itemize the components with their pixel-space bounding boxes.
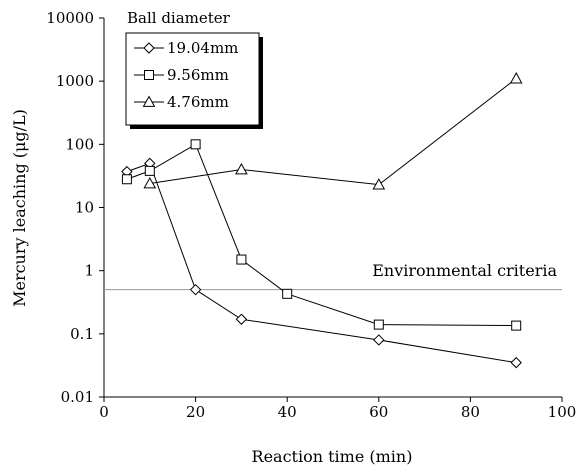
legend-marker <box>143 42 155 54</box>
y-tick-label: 0.01 <box>61 388 94 406</box>
data-point <box>373 319 384 330</box>
data-point <box>121 174 132 185</box>
legend-label: 9.56mm <box>167 66 229 84</box>
series-line-3 <box>149 78 517 186</box>
plot-area: 0 20 40 60 80 100 0.01 0.1 1 10 100 1000 10000 <box>46 9 576 421</box>
data-point <box>511 320 522 331</box>
data-point <box>235 313 248 325</box>
data-point <box>143 176 157 189</box>
x-tick-label: 80 <box>461 403 480 421</box>
data-point <box>372 178 386 190</box>
y-tick-label: 10000 <box>46 9 94 27</box>
legend-marker <box>144 70 154 80</box>
reference-line-label: Environmental criteria <box>372 261 557 280</box>
data-point <box>282 288 293 299</box>
x-tick-label: 20 <box>186 403 205 421</box>
legend: Ball diameter 19.04mm 9.56mm 4.76mm <box>125 9 263 129</box>
y-tick-label: 10 <box>75 199 94 217</box>
data-point <box>235 162 248 175</box>
legend-label: 4.76mm <box>167 93 229 111</box>
x-axis-label: Reaction time (min) <box>252 447 413 466</box>
legend-title: Ball diameter <box>127 9 231 27</box>
y-tick-label: 100 <box>65 135 94 153</box>
x-tick-label: 40 <box>278 403 297 421</box>
y-tick-label: 1 <box>84 262 94 280</box>
legend-marker <box>142 95 156 107</box>
data-point <box>509 72 523 84</box>
x-tick-label: 100 <box>548 403 577 421</box>
data-point <box>373 334 385 346</box>
y-tick-label: 0.1 <box>70 325 94 343</box>
data-point <box>189 283 202 296</box>
data-point <box>236 254 247 265</box>
data-point <box>190 139 201 150</box>
legend-label: 19.04mm <box>167 39 238 57</box>
x-tick-label: 0 <box>99 403 109 421</box>
x-tick-label: 60 <box>369 403 388 421</box>
data-point <box>144 165 155 176</box>
series-line-2 <box>126 143 517 327</box>
y-axis-label: Mercury leaching (μg/L) <box>10 109 29 307</box>
legend-items: 19.04mm 9.56mm 4.76mm <box>134 39 238 111</box>
data-point <box>510 356 522 369</box>
y-tick-label: 1000 <box>56 72 94 90</box>
